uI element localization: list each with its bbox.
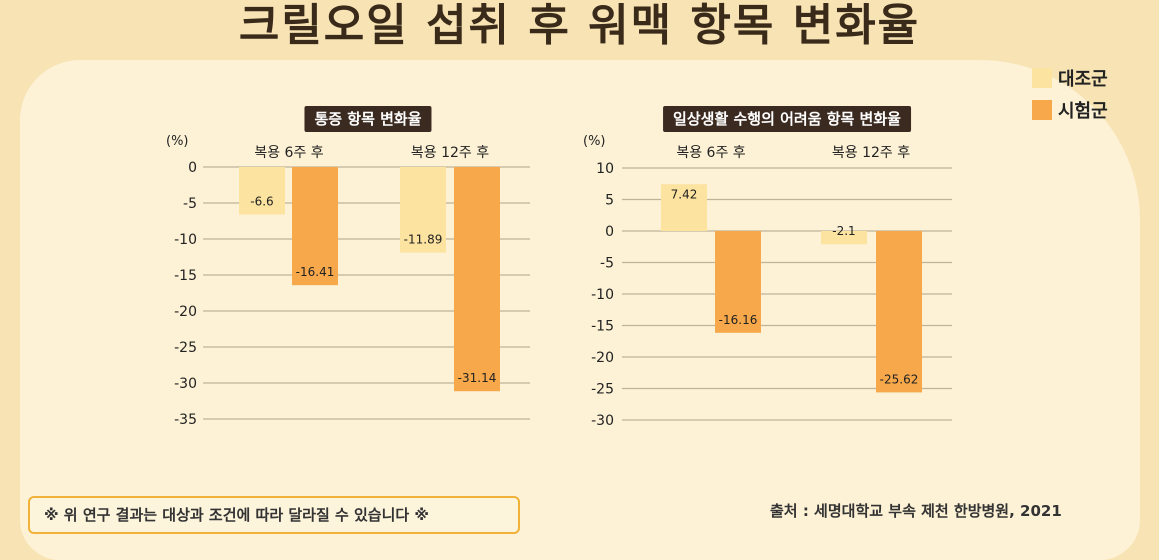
- chart-title-pain: 통증 항목 변화율: [304, 106, 432, 132]
- data-label: -16.41: [296, 265, 335, 279]
- y-axis-unit: (%): [166, 134, 189, 149]
- data-label: -31.14: [458, 371, 497, 385]
- legend-label-control: 대조군: [1058, 69, 1108, 90]
- y-tick-label: 0: [605, 224, 614, 240]
- background-panel: [20, 60, 1140, 560]
- legend: 대조군 시험군: [1032, 62, 1108, 126]
- y-tick-label: -10: [174, 232, 197, 248]
- bar: [876, 231, 922, 393]
- data-label: -6.6: [250, 195, 273, 209]
- disclaimer-note: ※ 위 연구 결과는 대상과 조건에 따라 달라질 수 있습니다 ※: [28, 496, 520, 534]
- data-label: -16.16: [719, 313, 758, 327]
- bar: [821, 231, 867, 245]
- data-label: 7.42: [671, 187, 698, 201]
- legend-item-control: 대조군: [1032, 62, 1108, 94]
- chart-pain: (%) 0 -5 -10 -15 -20 -25 -30 -35 복용 6주 후 복용 12주 후 -…: [166, 134, 530, 428]
- bar: [400, 167, 446, 253]
- legend-label-test: 시험군: [1058, 101, 1108, 122]
- category-label: 복용 6주 후: [254, 145, 323, 161]
- chart-title-daily: 일상생활 수행의 어려움 항목 변화율: [663, 106, 911, 132]
- y-axis-unit: (%): [583, 134, 606, 149]
- y-tick-label: -35: [174, 412, 197, 428]
- data-label: -25.62: [880, 372, 919, 386]
- legend-item-test: 시험군: [1032, 94, 1108, 126]
- bar: [454, 167, 500, 392]
- bar: [661, 184, 707, 231]
- y-tick-label: -25: [174, 340, 197, 356]
- y-tick-label: -20: [174, 304, 197, 320]
- data-label: -11.89: [404, 233, 443, 247]
- category-label: 복용 12주 후: [832, 145, 910, 161]
- category-label: 복용 6주 후: [676, 145, 745, 161]
- y-tick-label: -15: [591, 319, 614, 335]
- chart-daily: (%) 10 5 0 -5 -10 -15 -20 -25 -30 복용 6주 후 복용 12주 후 7…: [583, 134, 952, 429]
- bar: [292, 167, 338, 286]
- y-tick-label: -5: [183, 196, 197, 212]
- category-label: 복용 12주 후: [411, 145, 489, 161]
- bar: [239, 167, 285, 215]
- bar: [715, 231, 761, 333]
- y-tick-label: -5: [600, 256, 614, 272]
- legend-swatch-test: [1032, 100, 1052, 120]
- data-label: -2.1: [832, 224, 855, 238]
- source-text: 출처 : 세명대학교 부속 제천 한방병원, 2021: [770, 502, 1062, 520]
- y-tick-label: 0: [188, 160, 197, 176]
- y-tick-label: -30: [174, 376, 197, 392]
- y-tick-label: -20: [591, 350, 614, 366]
- y-tick-label: -10: [591, 287, 614, 303]
- y-tick-label: -25: [591, 382, 614, 398]
- y-tick-label: -30: [591, 413, 614, 429]
- y-tick-label: 5: [605, 193, 614, 209]
- page-title: 크릴오일 섭취 후 워맥 항목 변화율: [238, 0, 921, 51]
- legend-swatch-control: [1032, 68, 1052, 88]
- y-tick-label: 10: [596, 161, 614, 177]
- y-tick-label: -15: [174, 268, 197, 284]
